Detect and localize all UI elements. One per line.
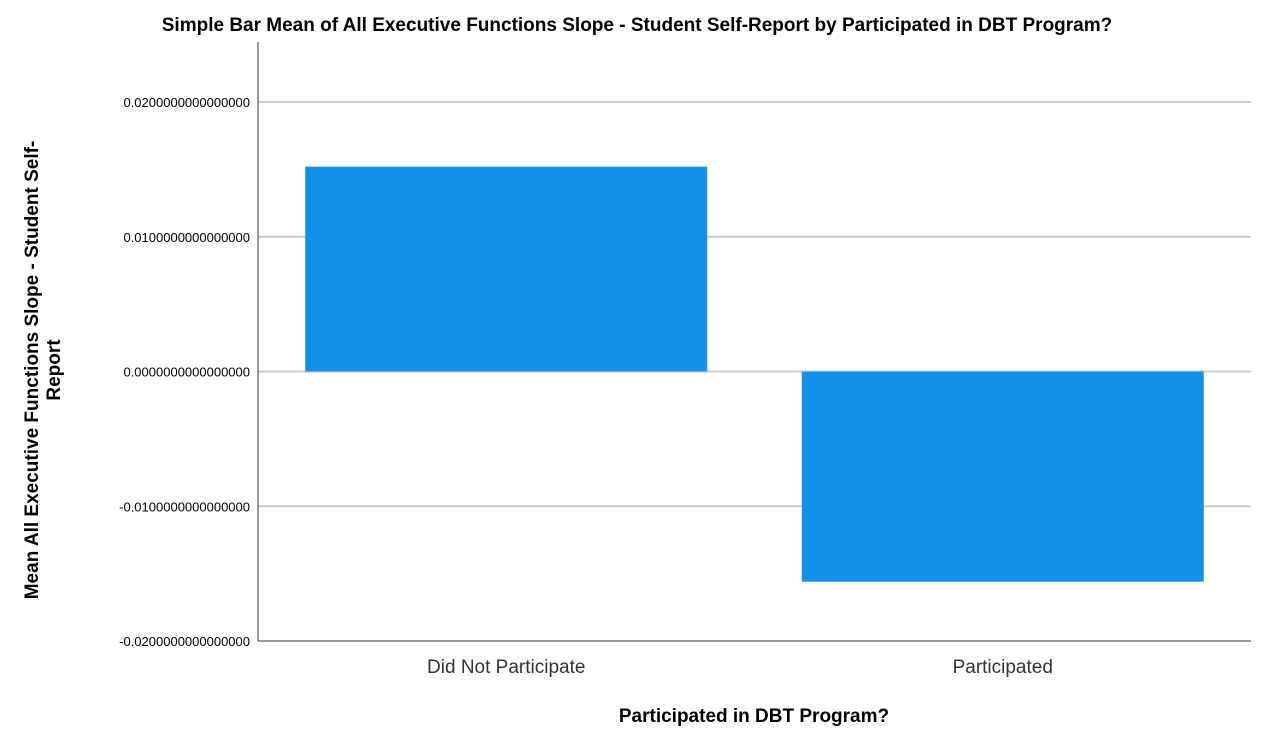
bar (801, 371, 1204, 582)
axes (257, 42, 1251, 642)
y-tick-label: -0.0200000000000000 (119, 634, 250, 649)
y-tick-label: 0.0200000000000000 (123, 95, 250, 110)
chart-title: Simple Bar Mean of All Executive Functio… (162, 15, 1113, 36)
x-tick-label: Participated (953, 657, 1053, 678)
x-tick-label: Did Not Participate (427, 657, 585, 678)
y-tick-labels: 0.0200000000000000 0.0100000000000000 0.00… (119, 95, 250, 649)
x-axis-title: Participated in DBT Program? (619, 706, 889, 727)
y-axis-title-line-1: Mean All Executive Functions Slope - Stu… (22, 141, 43, 600)
y-tick-label: 0.0000000000000000 (123, 365, 250, 380)
bars (305, 166, 1204, 582)
y-tick-label: 0.0100000000000000 (123, 230, 250, 245)
y-axis-title: Mean All Executive Functions Slope - Stu… (22, 141, 65, 600)
bar (305, 166, 708, 372)
y-tick-label: -0.0100000000000000 (119, 499, 250, 514)
x-tick-labels: Did Not Participate Participated (427, 657, 1053, 678)
y-axis-title-line-2: Report (44, 339, 65, 401)
